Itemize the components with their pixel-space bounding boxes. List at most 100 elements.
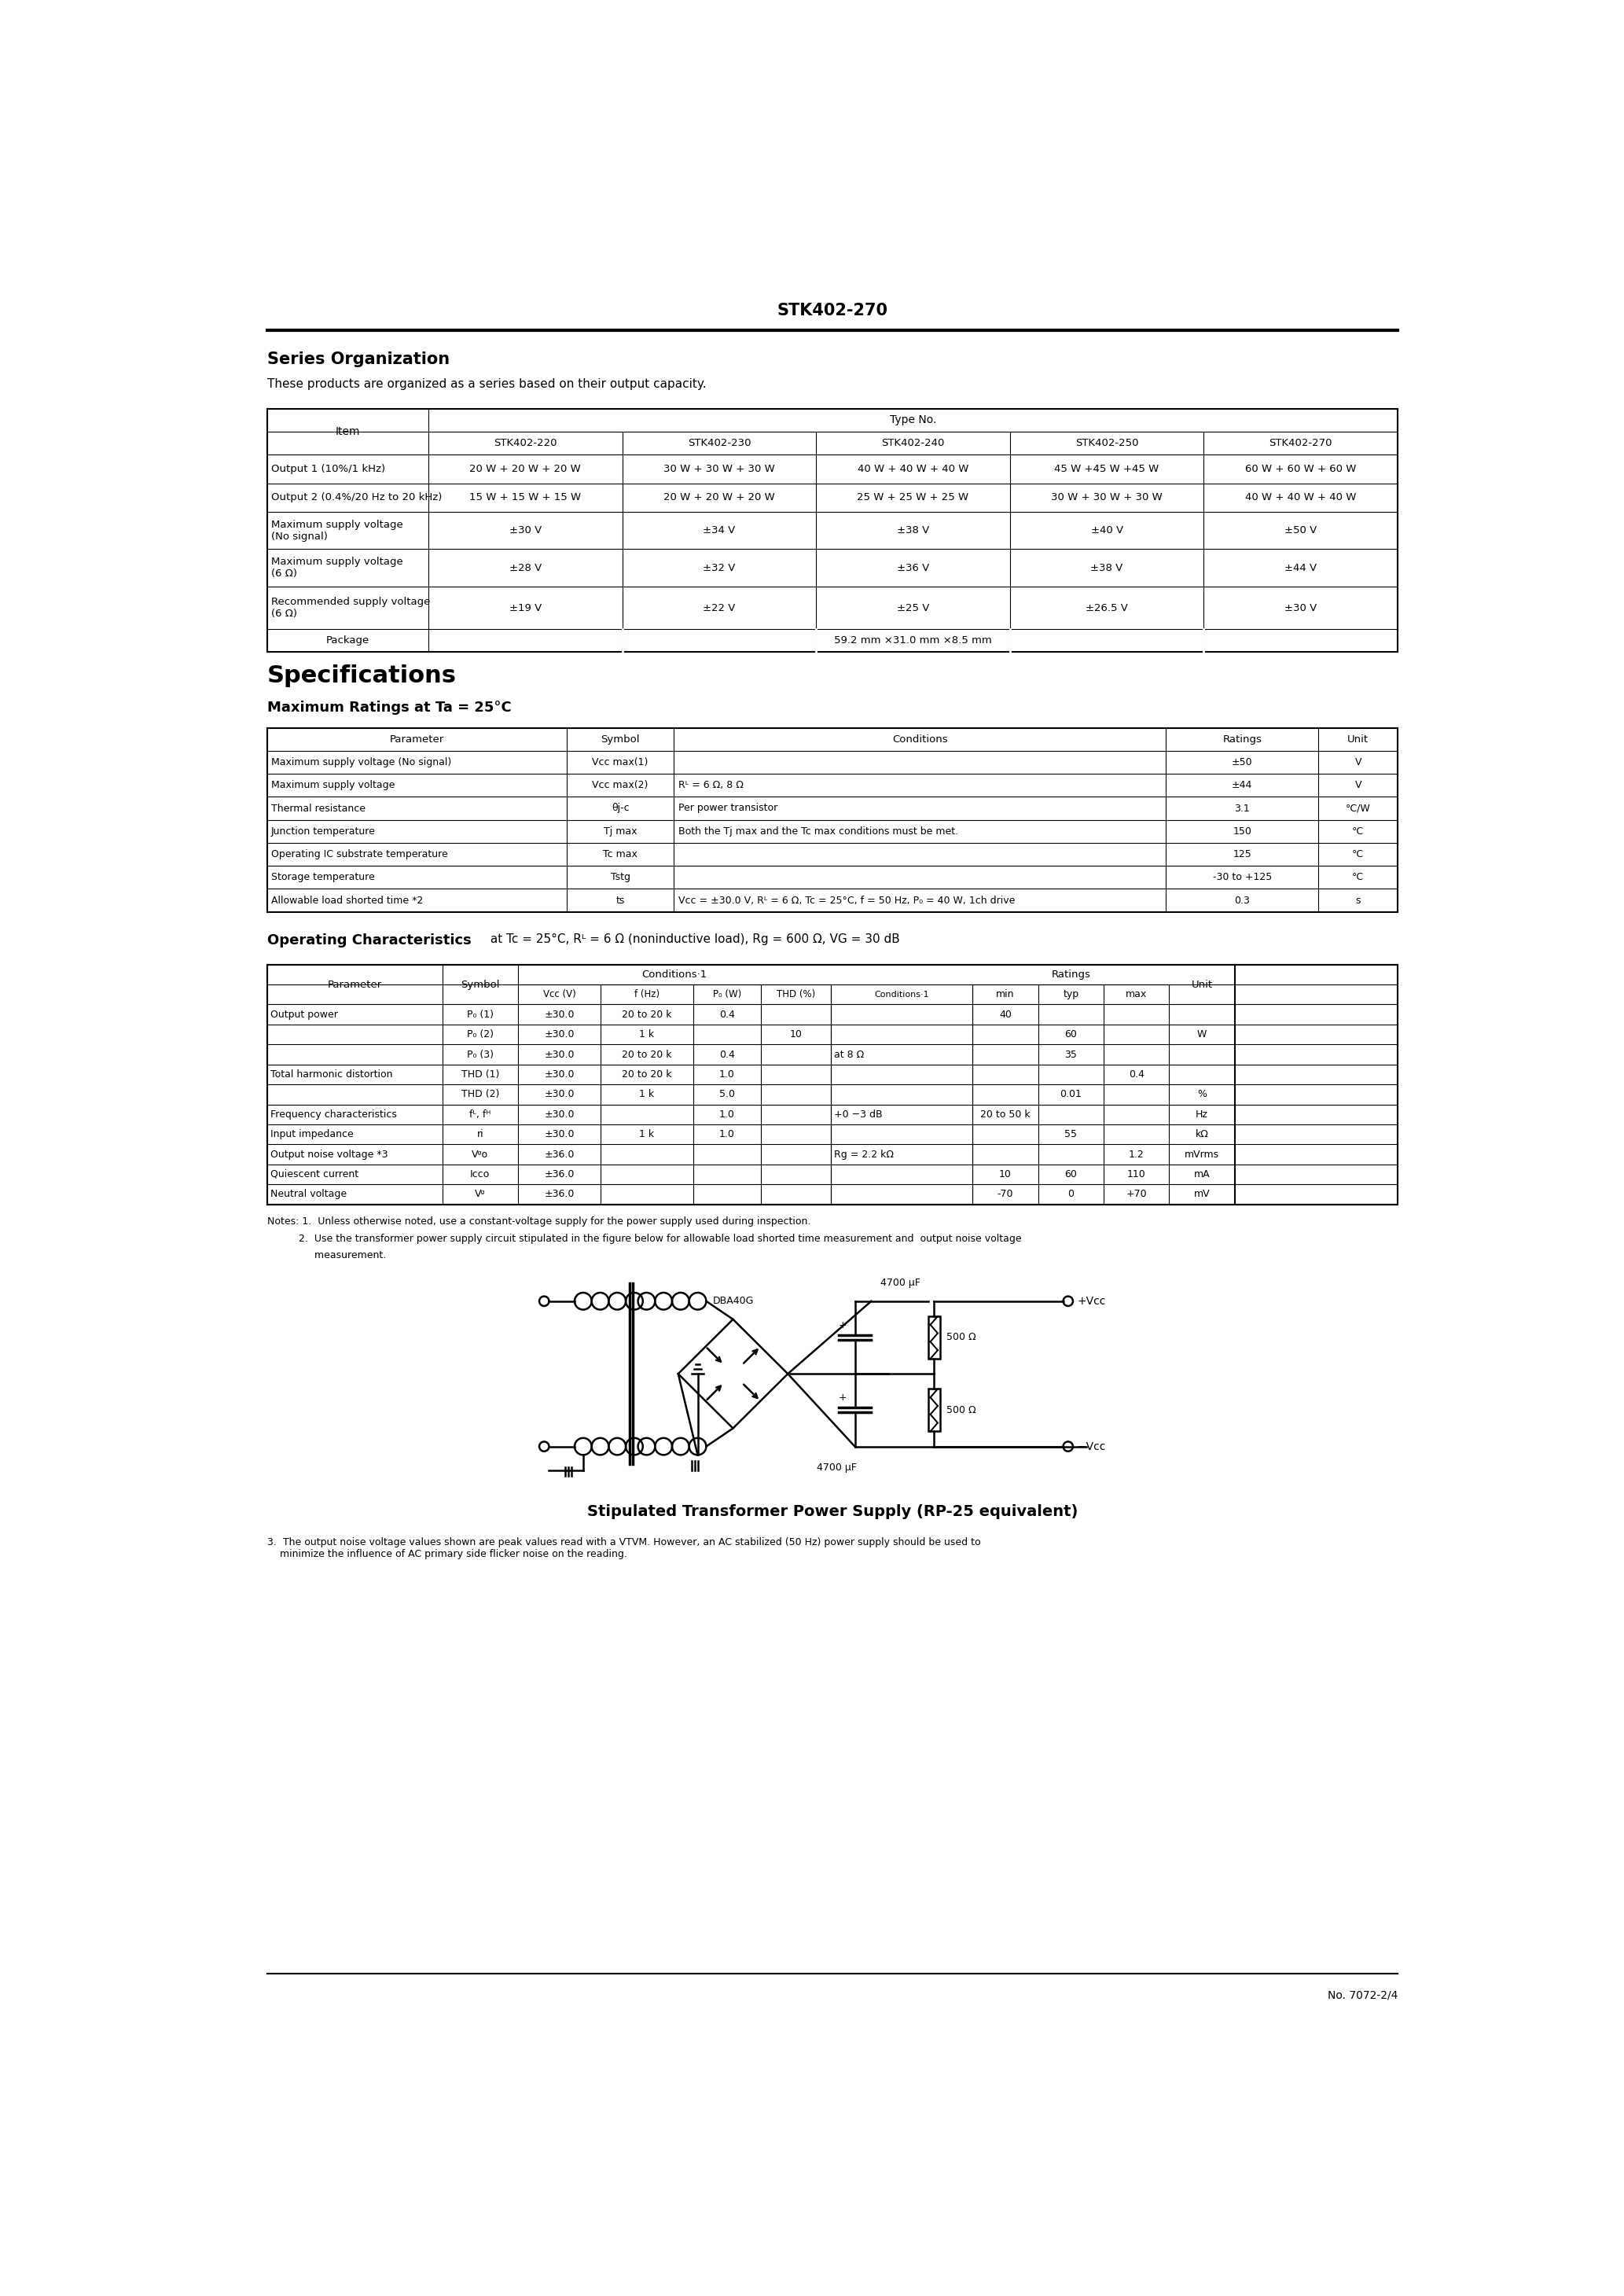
Text: Symbol: Symbol [461, 980, 500, 990]
Text: kΩ: kΩ [1195, 1130, 1208, 1139]
Text: 110: 110 [1127, 1169, 1147, 1180]
Text: Specifications: Specifications [266, 664, 456, 687]
Text: 1 k: 1 k [640, 1029, 654, 1040]
Text: Both the Tj max and the Tc max conditions must be met.: Both the Tj max and the Tc max condition… [679, 827, 958, 836]
Text: 0.4: 0.4 [719, 1010, 736, 1019]
Text: Vᴄᴄ max(2): Vᴄᴄ max(2) [593, 781, 648, 790]
Bar [927, 1389, 940, 1430]
Text: +: + [838, 1394, 846, 1403]
Text: +Vᴄᴄ: +Vᴄᴄ [1077, 1295, 1106, 1306]
Text: Tstg: Tstg [611, 872, 630, 882]
Text: ri: ri [477, 1130, 484, 1139]
Text: 20 W + 20 W + 20 W: 20 W + 20 W + 20 W [664, 491, 775, 503]
Text: 1 k: 1 k [640, 1130, 654, 1139]
Text: Maximum supply voltage: Maximum supply voltage [271, 781, 395, 790]
Text: ±26.5 V: ±26.5 V [1086, 604, 1129, 613]
Text: θj-c: θj-c [611, 804, 628, 813]
Text: STK402-230: STK402-230 [687, 439, 750, 448]
Text: ±38 V: ±38 V [896, 526, 929, 535]
Text: at 8 Ω: at 8 Ω [835, 1049, 864, 1058]
Text: °C: °C [1353, 850, 1364, 859]
Text: −Vᴄᴄ: −Vᴄᴄ [1077, 1442, 1106, 1451]
Text: fᴸ, fᴴ: fᴸ, fᴴ [469, 1109, 490, 1120]
Text: 59.2 mm ×31.0 mm ×8.5 mm: 59.2 mm ×31.0 mm ×8.5 mm [835, 636, 992, 645]
Text: Conditions·1: Conditions·1 [641, 969, 708, 980]
Text: mVrms: mVrms [1184, 1150, 1220, 1159]
Text: 1 k: 1 k [640, 1088, 654, 1100]
Text: These products are organized as a series based on their output capacity.: These products are organized as a series… [266, 379, 706, 390]
Text: Package: Package [326, 636, 369, 645]
Text: P₀ (3): P₀ (3) [466, 1049, 494, 1058]
Text: ±30 V: ±30 V [1285, 604, 1317, 613]
Text: 10: 10 [999, 1169, 1012, 1180]
Text: ±36.0: ±36.0 [544, 1169, 575, 1180]
Text: Junction temperature: Junction temperature [271, 827, 375, 836]
Text: Per power transistor: Per power transistor [679, 804, 778, 813]
Text: 40: 40 [999, 1010, 1012, 1019]
Text: Frequency characteristics: Frequency characteristics [271, 1109, 398, 1120]
Text: 30 W + 30 W + 30 W: 30 W + 30 W + 30 W [1051, 491, 1163, 503]
Text: ±36.0: ±36.0 [544, 1150, 575, 1159]
Text: 3.  The output noise voltage values shown are peak values read with a VTVM. Howe: 3. The output noise voltage values shown… [266, 1538, 981, 1559]
Text: mV: mV [1194, 1189, 1210, 1199]
Text: 0: 0 [1067, 1189, 1073, 1199]
Text: DBA40G: DBA40G [713, 1295, 754, 1306]
Text: ±30 V: ±30 V [508, 526, 541, 535]
Text: 40 W + 40 W + 40 W: 40 W + 40 W + 40 W [1246, 491, 1356, 503]
Text: ±34 V: ±34 V [703, 526, 736, 535]
Text: 20 to 20 k: 20 to 20 k [622, 1010, 672, 1019]
Text: ±50: ±50 [1231, 758, 1252, 767]
Text: Vᵍo: Vᵍo [473, 1150, 489, 1159]
Text: °C: °C [1353, 827, 1364, 836]
Text: 15 W + 15 W + 15 W: 15 W + 15 W + 15 W [469, 491, 581, 503]
Text: Output noise voltage *3: Output noise voltage *3 [271, 1150, 388, 1159]
Text: Parameter: Parameter [328, 980, 382, 990]
Text: Recommended supply voltage
(6 Ω): Recommended supply voltage (6 Ω) [271, 597, 430, 620]
Text: ±36 V: ±36 V [896, 563, 929, 574]
Text: ±25 V: ±25 V [896, 604, 929, 613]
Text: ±30.0: ±30.0 [544, 1049, 575, 1058]
Text: 20 to 20 k: 20 to 20 k [622, 1070, 672, 1079]
Text: ts: ts [615, 895, 625, 905]
Text: P₀ (1): P₀ (1) [466, 1010, 494, 1019]
Text: Conditions: Conditions [892, 735, 948, 744]
Text: 5.0: 5.0 [719, 1088, 736, 1100]
Text: Parameter: Parameter [390, 735, 443, 744]
Text: THD (1): THD (1) [461, 1070, 499, 1079]
Text: STK402-270: STK402-270 [1268, 439, 1332, 448]
Text: Tc max: Tc max [603, 850, 638, 859]
Text: 60 W + 60 W + 60 W: 60 W + 60 W + 60 W [1246, 464, 1356, 473]
Text: mA: mA [1194, 1169, 1210, 1180]
Text: ±30.0: ±30.0 [544, 1109, 575, 1120]
Text: Rᴸ = 6 Ω, 8 Ω: Rᴸ = 6 Ω, 8 Ω [679, 781, 744, 790]
Text: Unit: Unit [1348, 735, 1369, 744]
Text: Rg = 2.2 kΩ: Rg = 2.2 kΩ [835, 1150, 893, 1159]
Text: ±28 V: ±28 V [508, 563, 541, 574]
Text: ±30.0: ±30.0 [544, 1130, 575, 1139]
Text: Vᴄᴄ = ±30.0 V, Rᴸ = 6 Ω, Tc = 25°C, f = 50 Hz, P₀ = 40 W, 1ch drive: Vᴄᴄ = ±30.0 V, Rᴸ = 6 Ω, Tc = 25°C, f = … [679, 895, 1015, 905]
Text: Vᵍ: Vᵍ [474, 1189, 486, 1199]
Text: ±30.0: ±30.0 [544, 1070, 575, 1079]
Text: Input impedance: Input impedance [271, 1130, 354, 1139]
Text: f (Hz): f (Hz) [635, 990, 659, 999]
Text: 500 Ω: 500 Ω [947, 1332, 976, 1343]
Text: Output power: Output power [271, 1010, 338, 1019]
Text: Maximum supply voltage
(No signal): Maximum supply voltage (No signal) [271, 519, 403, 542]
Text: 25 W + 25 W + 25 W: 25 W + 25 W + 25 W [857, 491, 970, 503]
Text: No. 7072-2/4: No. 7072-2/4 [1327, 1991, 1398, 2000]
Text: V: V [1354, 758, 1361, 767]
Text: Neutral voltage: Neutral voltage [271, 1189, 348, 1199]
Text: V: V [1354, 781, 1361, 790]
Text: Total harmonic distortion: Total harmonic distortion [271, 1070, 393, 1079]
Text: 0.3: 0.3 [1234, 895, 1250, 905]
Text: ±30.0: ±30.0 [544, 1010, 575, 1019]
Text: 55: 55 [1065, 1130, 1077, 1139]
Text: Symbol: Symbol [601, 735, 640, 744]
Text: min: min [996, 990, 1015, 999]
Text: ±32 V: ±32 V [703, 563, 736, 574]
Text: +0 −3 dB: +0 −3 dB [835, 1109, 883, 1120]
Text: Series Organization: Series Organization [266, 351, 450, 367]
Text: 35: 35 [1065, 1049, 1077, 1058]
Text: 1.0: 1.0 [719, 1130, 736, 1139]
Text: Vᴄᴄ max(1): Vᴄᴄ max(1) [593, 758, 648, 767]
